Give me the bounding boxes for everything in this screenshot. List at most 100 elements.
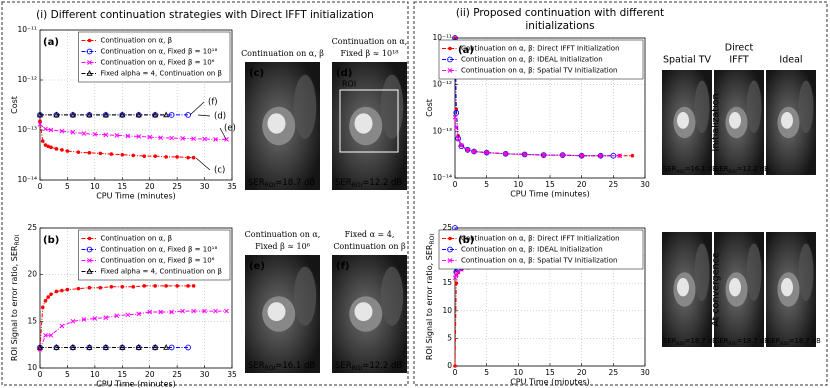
marker xyxy=(503,151,509,157)
legend-marker xyxy=(87,236,92,241)
marker xyxy=(36,111,44,118)
mri-tissue xyxy=(694,80,710,133)
ser-value: =16.1 dB xyxy=(275,361,315,371)
marker xyxy=(191,284,196,288)
marker xyxy=(40,305,45,310)
marker xyxy=(114,313,120,319)
legend-marker xyxy=(86,268,93,274)
marker xyxy=(135,111,142,118)
ser-value: =18.7 dB xyxy=(275,178,315,188)
x-tick-label: 25 xyxy=(172,370,182,379)
marker xyxy=(59,128,65,134)
y-axis-label-text: ROI Signal to error ratio, SER xyxy=(10,245,19,361)
x-tick-label: 5 xyxy=(484,180,489,189)
row-label: At convergence xyxy=(711,252,722,326)
mri-ventricle xyxy=(677,112,689,129)
x-tick-label: 10 xyxy=(514,180,524,189)
image-caption: Continuation on α, xyxy=(245,230,321,239)
panel-letter: (a) xyxy=(43,37,59,48)
marker xyxy=(458,143,464,148)
marker xyxy=(36,344,44,350)
marker xyxy=(202,136,207,142)
marker xyxy=(186,155,190,160)
y-tick-label: 25 xyxy=(442,223,452,232)
x-tick-label: 25 xyxy=(172,182,182,191)
marker xyxy=(579,153,585,159)
marker xyxy=(175,284,179,288)
row-label: Initialization xyxy=(711,94,722,152)
marker xyxy=(38,119,42,123)
marker xyxy=(152,111,159,118)
image-caption: Continuation on β xyxy=(333,242,406,251)
marker xyxy=(454,107,459,111)
ser-symbol: SER xyxy=(335,361,352,371)
column-header: Direct xyxy=(725,43,754,54)
ser-symbol: SER xyxy=(335,178,352,188)
image-caption: Continuation on α, β xyxy=(241,49,324,58)
y-axis-label-text: Cost xyxy=(10,96,19,114)
marker xyxy=(46,295,51,299)
marker xyxy=(92,131,98,137)
left-frame xyxy=(1,1,409,386)
roi-box xyxy=(339,89,399,153)
x-tick-label: 15 xyxy=(118,370,128,379)
marker xyxy=(60,148,64,152)
marker xyxy=(69,111,76,118)
y-tick-label: 15 xyxy=(27,316,37,325)
ser-subscript: ROI xyxy=(265,365,276,372)
legend-marker xyxy=(447,56,453,63)
marker xyxy=(135,344,142,350)
x-tick-label: 5 xyxy=(65,182,70,191)
marker xyxy=(630,153,635,158)
x-tick-label: 35 xyxy=(227,182,237,191)
marker xyxy=(131,285,136,289)
mri-ventricle xyxy=(781,112,793,129)
marker xyxy=(65,287,70,292)
y-axis-label-sub: ROI xyxy=(14,235,21,246)
left-title: (i) Different continuation strategies wi… xyxy=(36,9,374,21)
x-tick-label: 15 xyxy=(545,180,555,189)
marker xyxy=(87,285,92,290)
legend-label: Fixed alpha = 4, Continuation on β xyxy=(101,70,223,78)
image-letter: (c) xyxy=(249,68,264,79)
marker xyxy=(158,309,164,315)
y-tick-label: 5 xyxy=(447,333,452,342)
ser-value: =12.2 dB xyxy=(737,165,769,173)
marker xyxy=(136,134,142,139)
panel-letter: (b) xyxy=(458,235,474,246)
marker xyxy=(465,147,471,153)
x-tick-label: 15 xyxy=(118,182,128,191)
ser-symbol: SER xyxy=(248,178,265,188)
y-axis-label: Cost xyxy=(425,99,434,117)
ser-subscript: ROI xyxy=(676,341,684,347)
ser-subscript: ROI xyxy=(728,341,736,347)
ser-value: =18.7 dB xyxy=(737,337,769,345)
marker xyxy=(81,131,87,136)
x-tick-label: 15 xyxy=(545,368,555,377)
marker xyxy=(213,308,218,314)
marker xyxy=(119,111,126,118)
marker xyxy=(224,308,229,314)
y-axis-label: Cost xyxy=(10,96,19,114)
legend-box xyxy=(438,39,644,80)
mri-ventricle xyxy=(677,278,689,297)
marker xyxy=(484,150,490,155)
ser-value: =18.7 dB xyxy=(789,337,821,345)
ser-label: SERROI=12.2 dB xyxy=(335,361,402,373)
marker xyxy=(59,323,65,329)
right-frame xyxy=(413,1,828,386)
right-title: (ii) Proposed continuation with differen… xyxy=(456,7,664,19)
y-tick-label: 20 xyxy=(27,270,37,279)
annotation-arrow xyxy=(195,157,211,171)
legend-marker xyxy=(447,246,453,253)
ser-symbol: SER xyxy=(715,165,729,173)
marker xyxy=(109,152,114,156)
marker xyxy=(54,289,59,294)
marker xyxy=(464,147,471,153)
marker xyxy=(60,288,64,293)
marker xyxy=(163,111,170,118)
ser-value: =18.7 dB xyxy=(685,337,717,345)
marker xyxy=(185,344,191,351)
x-tick-label: 5 xyxy=(484,368,489,377)
legend-box xyxy=(438,229,644,270)
